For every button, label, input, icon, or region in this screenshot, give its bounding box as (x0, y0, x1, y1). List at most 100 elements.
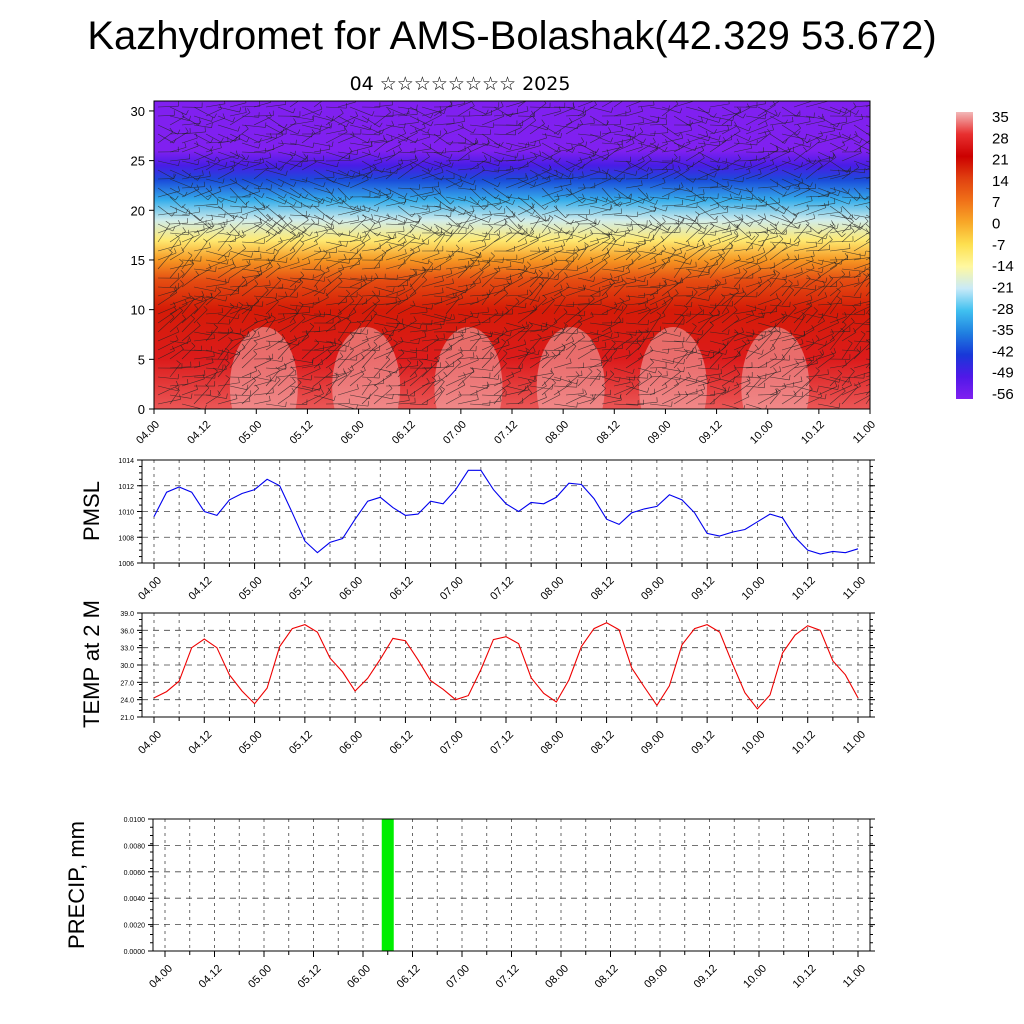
wind-barb (781, 182, 803, 189)
wind-barb-flag (642, 117, 644, 123)
wind-barb-flag (339, 352, 344, 357)
wind-barb-flag (593, 101, 594, 102)
wind-barb (241, 370, 257, 378)
wind-barb-flag (272, 387, 274, 393)
wind-barb (673, 187, 692, 192)
wind-barb-flag (763, 195, 766, 201)
wind-barb (829, 298, 841, 315)
y-tick-label: 25 (131, 154, 145, 169)
wind-barb (769, 301, 782, 315)
wind-barb-flag (865, 228, 869, 233)
wind-barb-flag (215, 266, 217, 272)
wind-barb (505, 142, 526, 149)
wind-barb-flag (264, 286, 269, 291)
wind-barb-flag (705, 374, 708, 380)
wind-barb (361, 345, 378, 360)
wind-barb-flag (323, 182, 326, 188)
wind-barb-flag (564, 272, 568, 277)
wind-barb-flag (413, 288, 417, 294)
wind-barb (781, 313, 803, 321)
wind-barb-flag (752, 329, 755, 335)
wind-barb (781, 289, 794, 306)
wind-barb (169, 349, 184, 360)
wind-barb-flag (259, 266, 262, 272)
wind-barb (481, 196, 500, 211)
wind-barb (817, 259, 842, 265)
wind-barb-flag (572, 147, 575, 153)
wind-barb-flag (269, 112, 272, 117)
wind-barb (649, 124, 667, 126)
wind-barb-flag (443, 333, 445, 339)
wind-barb-flag (813, 213, 816, 219)
wind-barb (613, 101, 624, 108)
wind-barb-flag (678, 144, 680, 150)
wind-barb-flag (378, 152, 381, 158)
wind-barb (553, 376, 577, 385)
wind-barb-flag (268, 355, 272, 361)
wind-barb (277, 223, 297, 237)
wind-barb (289, 196, 311, 209)
x-tick-label: 08.00 (538, 729, 566, 757)
wind-barb-flag (343, 254, 347, 259)
wind-barb (181, 223, 206, 226)
wind-barb-flag (174, 248, 177, 254)
wind-barb-flag (210, 138, 214, 143)
wind-barb-flag (381, 129, 385, 135)
wind-barb (841, 371, 855, 387)
wind-barb (769, 385, 794, 388)
wind-barb-flag (558, 349, 561, 355)
wind-barb-flag (178, 160, 180, 166)
wind-barb (853, 160, 870, 168)
wind-barb-flag (367, 378, 372, 382)
wind-barb (613, 111, 631, 117)
wind-barb-flag (620, 91, 622, 95)
wind-barb-flag (551, 351, 556, 356)
wind-barb (433, 214, 451, 217)
wind-barb (457, 313, 478, 318)
wind-barb-flag (563, 322, 568, 327)
wind-barb-flag (539, 276, 545, 281)
wind-barb-flag (290, 366, 295, 371)
wind-barb (301, 178, 324, 188)
wind-barb (205, 259, 227, 270)
wind-barb (325, 375, 347, 387)
wind-barb-flag (213, 333, 215, 339)
wind-barb-flag (349, 346, 354, 351)
wind-barb-flag (714, 303, 717, 309)
wind-barb (289, 385, 313, 391)
wind-barb (733, 295, 757, 298)
wind-barb (409, 382, 430, 396)
wind-barb-flag (715, 279, 719, 285)
wind-barb (709, 349, 726, 355)
wind-barb-flag (817, 272, 821, 278)
wind-barb-flag (330, 341, 334, 346)
wind-barb (493, 170, 514, 180)
wind-barb (577, 394, 595, 400)
wind-barb (697, 106, 714, 118)
wind-barb (241, 388, 260, 405)
wind-barb (373, 374, 392, 387)
wind-barb-flag (821, 313, 824, 319)
wind-barb (805, 373, 829, 378)
wind-barb-flag (679, 331, 682, 337)
wind-barb (253, 116, 272, 126)
wind-barb (373, 125, 394, 135)
wind-barb (301, 133, 316, 144)
wind-barb-flag (718, 374, 721, 380)
wind-barb-flag (501, 338, 506, 343)
wind-barb-flag (384, 327, 388, 332)
wind-barb (781, 178, 799, 188)
wind-barb (265, 217, 283, 234)
wind-barb-flag (764, 213, 767, 219)
wind-barb (373, 193, 391, 198)
wind-barb-flag (551, 384, 553, 390)
wind-barb-flag (887, 322, 888, 327)
wind-barb (445, 335, 464, 342)
wind-barb (385, 187, 406, 198)
wind-barb (217, 235, 231, 252)
wind-barb (289, 262, 310, 270)
wind-barb-flag (470, 367, 475, 372)
wind-barb-flag (190, 182, 194, 188)
x-tick-label: 10.00 (740, 729, 768, 757)
y-tick-label: 0.0100 (124, 817, 146, 824)
